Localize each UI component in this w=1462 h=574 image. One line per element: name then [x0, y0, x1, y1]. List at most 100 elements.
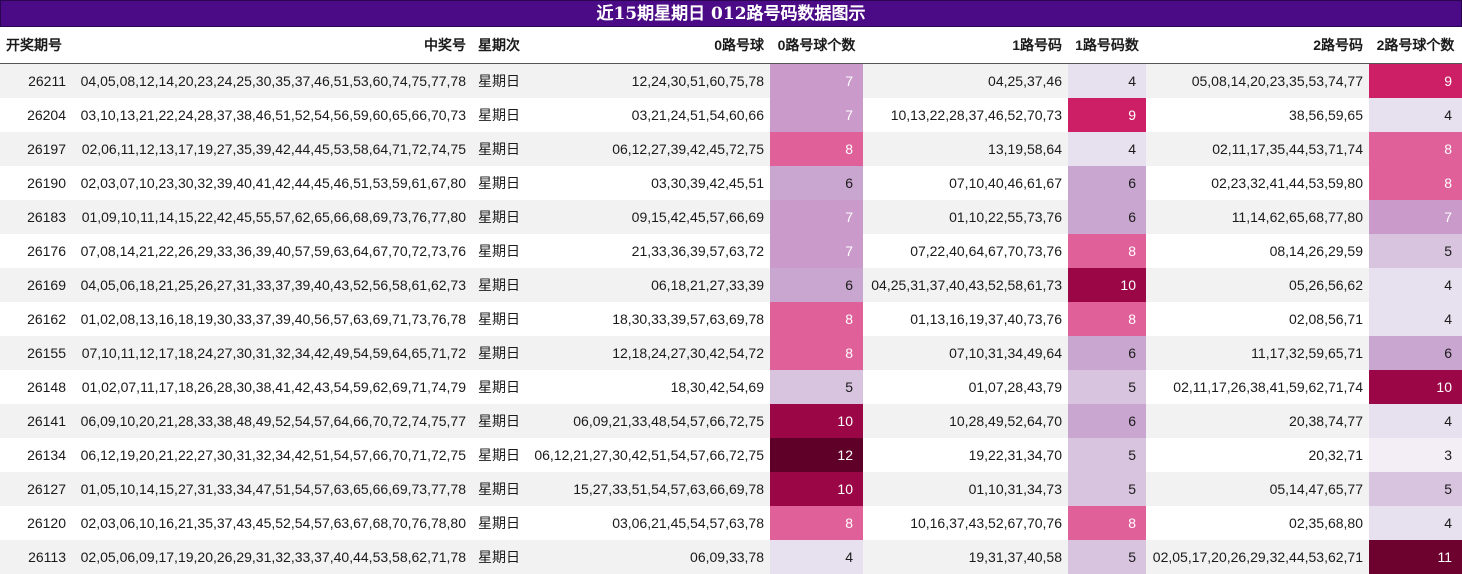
cell-route1-balls: 07,22,40,64,67,70,73,76 — [863, 234, 1068, 268]
cell-issue: 26141 — [0, 404, 72, 438]
header-route0-count[interactable]: 0路号球个数 — [770, 27, 863, 64]
table-row: 26141 06,09,10,20,21,28,33,38,48,49,52,54… — [0, 404, 1462, 438]
cell-route0-balls: 06,18,21,27,33,39 — [528, 268, 770, 302]
page-title: 近15期星期日 012路号码数据图示 — [0, 0, 1462, 27]
header-numbers[interactable]: 中奖号 — [72, 27, 472, 64]
cell-route2-balls: 11,17,32,59,65,71 — [1146, 336, 1369, 370]
header-route0-balls[interactable]: 0路号球 — [528, 27, 770, 64]
cell-issue: 26197 — [0, 132, 72, 166]
cell-weekday: 星期日 — [472, 98, 528, 132]
cell-route0-balls: 12,24,30,51,60,75,78 — [528, 63, 770, 98]
table-row: 26113 02,05,06,09,17,19,20,26,29,31,32,33… — [0, 540, 1462, 574]
cell-route0-count: 7 — [770, 200, 863, 234]
cell-route0-balls: 03,06,21,45,54,57,63,78 — [528, 506, 770, 540]
cell-issue: 26148 — [0, 370, 72, 404]
header-issue[interactable]: 开奖期号 — [0, 27, 72, 64]
cell-route2-count: 4 — [1369, 98, 1462, 132]
cell-route2-count: 3 — [1369, 438, 1462, 472]
cell-issue: 26120 — [0, 506, 72, 540]
cell-route2-balls: 20,38,74,77 — [1146, 404, 1369, 438]
cell-weekday: 星期日 — [472, 404, 528, 438]
cell-route1-count: 8 — [1068, 506, 1146, 540]
cell-route1-count: 6 — [1068, 336, 1146, 370]
cell-issue: 26155 — [0, 336, 72, 370]
cell-route1-balls: 10,28,49,52,64,70 — [863, 404, 1068, 438]
cell-route0-count: 10 — [770, 472, 863, 506]
cell-winning-numbers: 03,10,13,21,22,24,28,37,38,46,51,52,54,5… — [72, 98, 472, 132]
cell-issue: 26176 — [0, 234, 72, 268]
table-row: 26183 01,09,10,11,14,15,22,42,45,55,57,62… — [0, 200, 1462, 234]
cell-route2-balls: 02,05,17,20,26,29,32,44,53,62,71 — [1146, 540, 1369, 574]
cell-route0-balls: 21,33,36,39,57,63,72 — [528, 234, 770, 268]
cell-route1-count: 4 — [1068, 132, 1146, 166]
cell-route1-count: 5 — [1068, 370, 1146, 404]
table-row: 26211 04,05,08,12,14,20,23,24,25,30,35,37… — [0, 63, 1462, 98]
cell-route1-count: 9 — [1068, 98, 1146, 132]
cell-route1-count: 8 — [1068, 234, 1146, 268]
cell-weekday: 星期日 — [472, 234, 528, 268]
cell-route1-count: 6 — [1068, 166, 1146, 200]
cell-route0-count: 6 — [770, 166, 863, 200]
cell-weekday: 星期日 — [472, 506, 528, 540]
cell-route0-balls: 18,30,33,39,57,63,69,78 — [528, 302, 770, 336]
header-route1-balls[interactable]: 1路号码 — [863, 27, 1068, 64]
cell-weekday: 星期日 — [472, 268, 528, 302]
cell-route0-balls: 12,18,24,27,30,42,54,72 — [528, 336, 770, 370]
cell-route2-count: 4 — [1369, 268, 1462, 302]
cell-route0-balls: 09,15,42,45,57,66,69 — [528, 200, 770, 234]
cell-route2-count: 4 — [1369, 506, 1462, 540]
cell-route0-balls: 03,30,39,42,45,51 — [528, 166, 770, 200]
cell-winning-numbers: 02,03,06,10,16,21,35,37,43,45,52,54,57,6… — [72, 506, 472, 540]
table-row: 26148 01,02,07,11,17,18,26,28,30,38,41,42… — [0, 370, 1462, 404]
cell-route2-count: 4 — [1369, 404, 1462, 438]
cell-route2-count: 5 — [1369, 234, 1462, 268]
cell-route2-count: 8 — [1369, 132, 1462, 166]
cell-weekday: 星期日 — [472, 336, 528, 370]
cell-route2-balls: 05,08,14,20,23,35,53,74,77 — [1146, 63, 1369, 98]
table-row: 26197 02,06,11,12,13,17,19,27,35,39,42,44… — [0, 132, 1462, 166]
cell-issue: 26127 — [0, 472, 72, 506]
cell-winning-numbers: 01,09,10,11,14,15,22,42,45,55,57,62,65,6… — [72, 200, 472, 234]
table-row: 26176 07,08,14,21,22,26,29,33,36,39,40,57… — [0, 234, 1462, 268]
header-route2-count[interactable]: 2路号球个数 — [1369, 27, 1462, 64]
cell-issue: 26113 — [0, 540, 72, 574]
cell-route1-count: 5 — [1068, 540, 1146, 574]
header-route2-balls[interactable]: 2路号码 — [1146, 27, 1369, 64]
cell-route0-count: 8 — [770, 302, 863, 336]
cell-winning-numbers: 02,03,07,10,23,30,32,39,40,41,42,44,45,4… — [72, 166, 472, 200]
cell-route1-count: 6 — [1068, 404, 1146, 438]
cell-route1-balls: 01,13,16,19,37,40,73,76 — [863, 302, 1068, 336]
cell-route2-count: 8 — [1369, 166, 1462, 200]
cell-route2-balls: 11,14,62,65,68,77,80 — [1146, 200, 1369, 234]
cell-route0-count: 4 — [770, 540, 863, 574]
cell-winning-numbers: 01,02,08,13,16,18,19,30,33,37,39,40,56,5… — [72, 302, 472, 336]
cell-route0-count: 8 — [770, 336, 863, 370]
cell-issue: 26134 — [0, 438, 72, 472]
cell-route1-count: 4 — [1068, 63, 1146, 98]
cell-route2-balls: 02,23,32,41,44,53,59,80 — [1146, 166, 1369, 200]
cell-route1-balls: 01,07,28,43,79 — [863, 370, 1068, 404]
header-weekday[interactable]: 星期次 — [472, 27, 528, 64]
cell-route0-count: 8 — [770, 506, 863, 540]
cell-winning-numbers: 02,06,11,12,13,17,19,27,35,39,42,44,45,5… — [72, 132, 472, 166]
cell-route1-count: 8 — [1068, 302, 1146, 336]
cell-route2-balls: 38,56,59,65 — [1146, 98, 1369, 132]
cell-route1-count: 6 — [1068, 200, 1146, 234]
cell-route0-count: 5 — [770, 370, 863, 404]
cell-route1-balls: 07,10,31,34,49,64 — [863, 336, 1068, 370]
cell-route0-balls: 03,21,24,51,54,60,66 — [528, 98, 770, 132]
cell-route2-balls: 02,08,56,71 — [1146, 302, 1369, 336]
cell-route2-count: 9 — [1369, 63, 1462, 98]
cell-route2-balls: 05,14,47,65,77 — [1146, 472, 1369, 506]
cell-route2-count: 10 — [1369, 370, 1462, 404]
table-row: 26204 03,10,13,21,22,24,28,37,38,46,51,52… — [0, 98, 1462, 132]
cell-route2-count: 5 — [1369, 472, 1462, 506]
cell-route1-balls: 04,25,37,46 — [863, 63, 1068, 98]
cell-weekday: 星期日 — [472, 302, 528, 336]
cell-route2-balls: 20,32,71 — [1146, 438, 1369, 472]
cell-winning-numbers: 01,05,10,14,15,27,31,33,34,47,51,54,57,6… — [72, 472, 472, 506]
table-row: 26134 06,12,19,20,21,22,27,30,31,32,34,42… — [0, 438, 1462, 472]
cell-route0-count: 12 — [770, 438, 863, 472]
header-route1-count[interactable]: 1路号码数 — [1068, 27, 1146, 64]
table-row: 26120 02,03,06,10,16,21,35,37,43,45,52,54… — [0, 506, 1462, 540]
